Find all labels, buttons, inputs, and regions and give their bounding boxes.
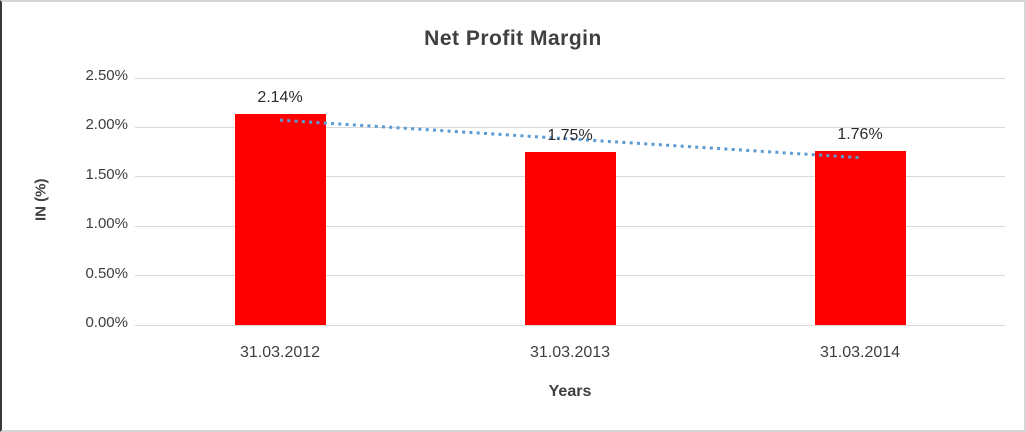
x-tick-label: 31.03.2014 [819, 344, 901, 361]
bar [814, 151, 906, 325]
x-axis-tick-labels: 31.03.2012 31.03.2013 31.03.2014 [135, 343, 1005, 363]
plot-area: 2.14% 1.75% 1.76% [135, 77, 1005, 326]
gridline [135, 77, 1005, 79]
y-axis-tick-labels: 0.00% 0.50% 1.00% 1.50% 2.00% 2.50% [2, 67, 128, 331]
bar-data-label: 2.14% [257, 88, 303, 106]
bar [524, 152, 616, 325]
chart-title: Net Profit Margin [424, 27, 602, 50]
y-tick-label: 1.00% [85, 215, 128, 233]
x-tick-label: 31.03.2013 [529, 344, 611, 361]
x-tick-label: 31.03.2012 [239, 344, 321, 361]
bar-data-label: 1.76% [837, 126, 883, 144]
y-tick-label: 2.50% [85, 67, 128, 84]
x-axis-title: Years [548, 383, 592, 400]
y-tick-label: 0.50% [85, 264, 128, 282]
bar-data-label: 1.75% [547, 127, 593, 145]
bar [234, 113, 326, 325]
gridline [135, 324, 1005, 326]
y-tick-label: 2.00% [85, 116, 128, 134]
gridline [135, 126, 1005, 128]
y-tick-label: 0.00% [85, 314, 128, 331]
y-tick-label: 1.50% [85, 165, 128, 183]
trendline [279, 118, 861, 160]
